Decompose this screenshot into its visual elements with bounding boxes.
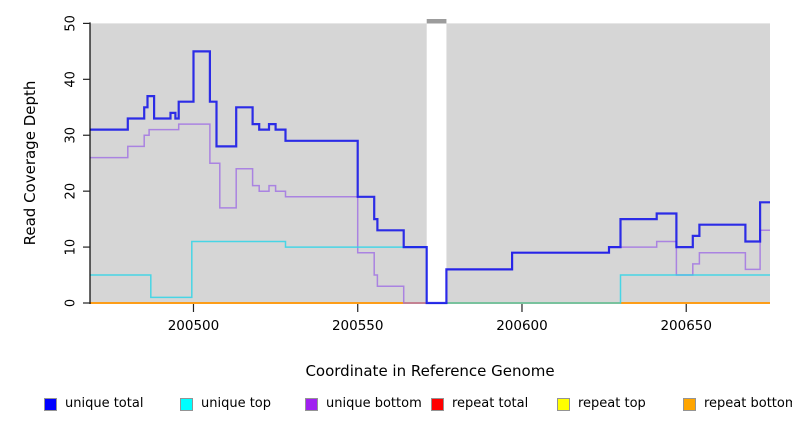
unique-top-swatch-icon — [180, 397, 193, 411]
x-tick-label: 200650 — [660, 318, 712, 334]
repeat-total-swatch-icon — [431, 397, 444, 411]
x-tick-label: 200550 — [332, 318, 384, 334]
legend-item-repeat-top: repeat top — [557, 396, 646, 412]
legend-item-repeat-total: repeat total — [431, 396, 529, 412]
x-tick-label: 200500 — [168, 318, 220, 334]
y-tick-label: 30 — [64, 127, 79, 144]
legend-label: unique top — [201, 396, 272, 411]
series-unique-top — [90, 240, 770, 304]
legend-label: unique total — [65, 396, 144, 411]
legend: unique total unique top unique bottom re… — [0, 396, 792, 418]
legend-item-repeat-bottom: repeat bottom — [683, 396, 792, 412]
unique-total-swatch-icon — [44, 397, 57, 411]
y-tick-label: 40 — [64, 71, 79, 88]
repeat-bottom-swatch-icon — [683, 397, 696, 411]
legend-item-unique-bottom: unique bottom — [305, 396, 422, 412]
y-tick-label: 50 — [64, 15, 79, 32]
x-tick-label: 200600 — [496, 318, 548, 334]
legend-item-unique-total: unique total — [44, 396, 144, 412]
unique-bottom-swatch-icon — [305, 397, 318, 411]
legend-label: repeat bottom — [704, 396, 792, 411]
gap-band-cap — [426, 19, 447, 24]
legend-label: repeat top — [578, 396, 646, 411]
legend-label: unique bottom — [326, 396, 422, 411]
y-tick-label: 20 — [64, 183, 79, 200]
repeat-top-swatch-icon — [557, 397, 570, 411]
y-axis-title: Read Coverage Depth — [21, 80, 39, 246]
gap-band — [426, 16, 447, 303]
y-tick-label: 0 — [64, 299, 79, 307]
legend-label: repeat total — [452, 396, 529, 411]
y-tick-label: 10 — [64, 239, 79, 256]
series-unique-total — [90, 50, 770, 305]
legend-item-unique-top: unique top — [180, 396, 272, 412]
x-axis-title: Coordinate in Reference Genome — [305, 362, 555, 380]
